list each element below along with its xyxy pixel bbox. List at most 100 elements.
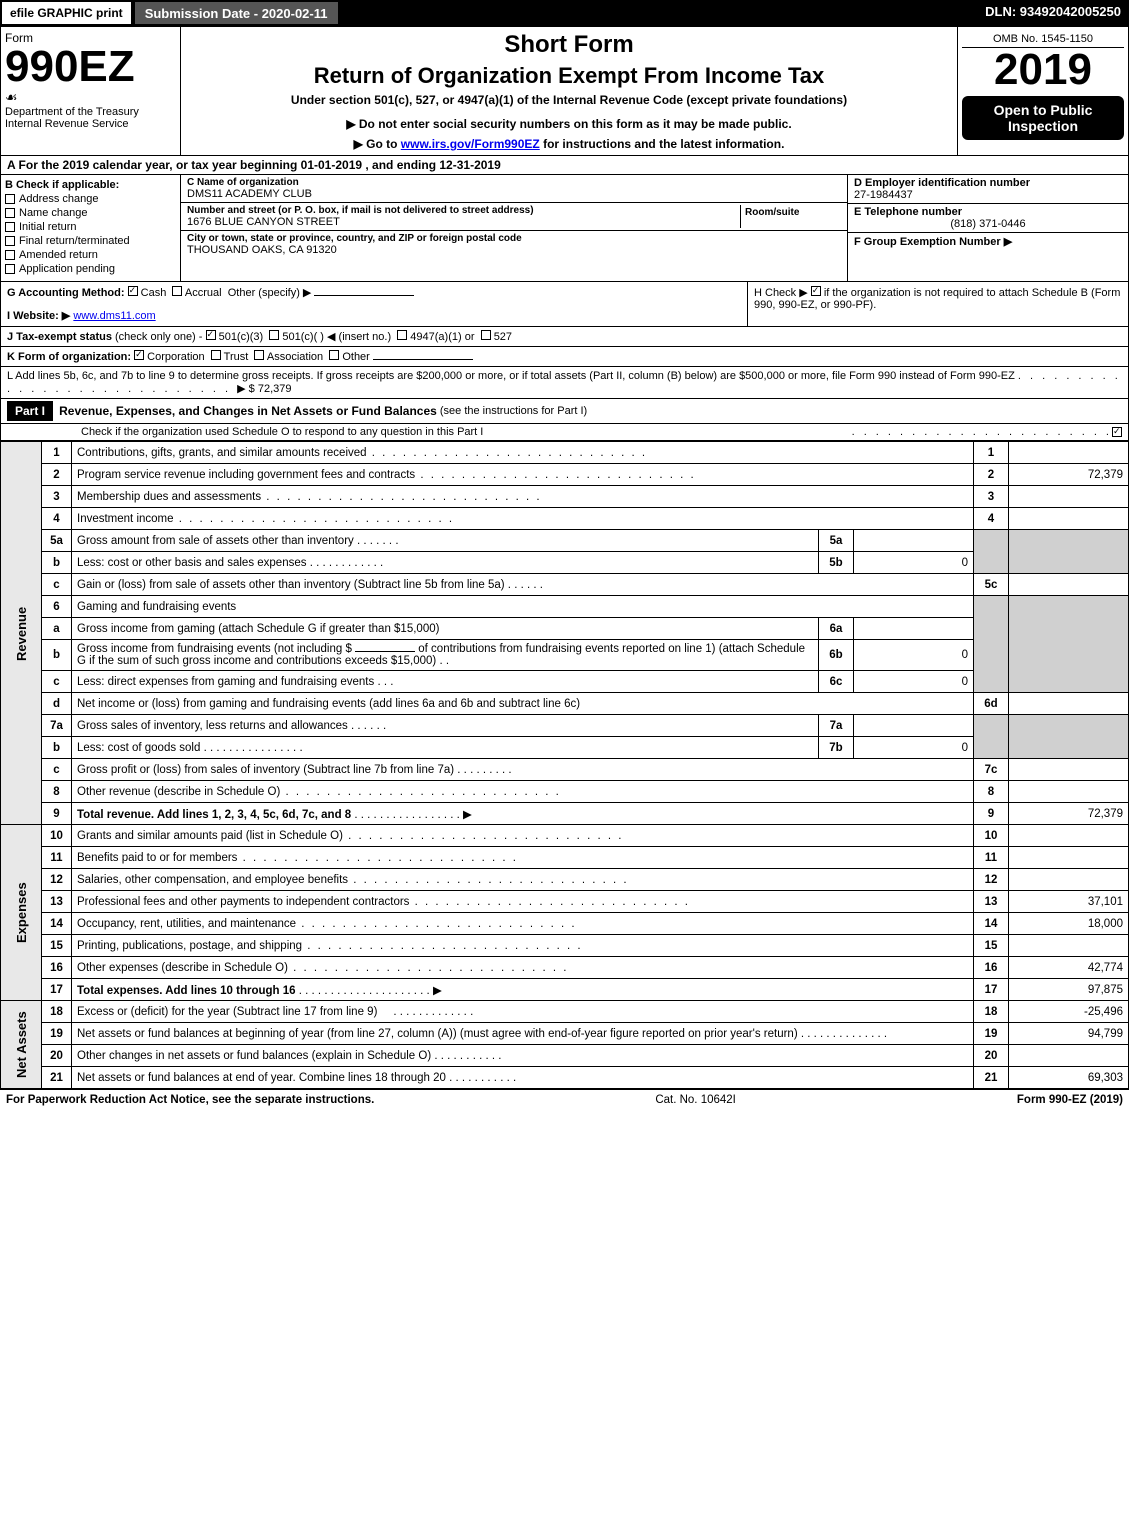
checkbox-4947[interactable]	[397, 330, 407, 340]
label-group-exemption: F Group Exemption Number ▶	[854, 235, 1122, 248]
submission-date: Submission Date - 2020-02-11	[133, 0, 340, 26]
part-1-check-row: Check if the organization used Schedule …	[0, 424, 1129, 441]
line-2-num: 2	[42, 464, 72, 486]
box-def: D Employer identification number 27-1984…	[848, 175, 1128, 281]
line-7a-ref: 7a	[819, 715, 854, 737]
line-6d-num: d	[42, 693, 72, 715]
line-21-ref: 21	[974, 1067, 1009, 1089]
efile-print-button[interactable]: efile GRAPHIC print	[0, 0, 133, 26]
line-17-ref: 17	[974, 979, 1009, 1001]
line-4-desc: Investment income	[77, 513, 174, 525]
website-link[interactable]: www.dms11.com	[73, 310, 155, 322]
label-room: Room/suite	[745, 207, 837, 218]
line-6d-desc: Net income or (loss) from gaming and fun…	[72, 693, 974, 715]
line-5b-amount: 0	[854, 552, 974, 574]
checkbox-application-pending[interactable]	[5, 264, 15, 274]
part-1-check-text: Check if the organization used Schedule …	[81, 426, 483, 438]
label-name-change: Name change	[19, 207, 88, 219]
checkbox-h[interactable]	[811, 286, 821, 296]
checkbox-schedule-o[interactable]	[1112, 427, 1122, 437]
label-final-return: Final return/terminated	[19, 235, 130, 247]
label-association: Association	[267, 351, 323, 363]
line-6-num: 6	[42, 596, 72, 618]
checkbox-cash[interactable]	[128, 286, 138, 296]
line-15-desc: Printing, publications, postage, and shi…	[77, 940, 302, 952]
checkbox-other-org[interactable]	[329, 350, 339, 360]
line-15-num: 15	[42, 935, 72, 957]
label-other-org: Other	[342, 351, 370, 363]
line-6c-desc: Less: direct expenses from gaming and fu…	[77, 676, 374, 688]
label-initial-return: Initial return	[19, 221, 76, 233]
checkbox-address-change[interactable]	[5, 194, 15, 204]
line-3-amount	[1009, 486, 1129, 508]
part-1-hint: (see the instructions for Part I)	[440, 405, 587, 417]
checkbox-amended-return[interactable]	[5, 250, 15, 260]
checkbox-initial-return[interactable]	[5, 222, 15, 232]
line-8-num: 8	[42, 781, 72, 803]
street-address: 1676 BLUE CANYON STREET	[187, 216, 740, 228]
l-text: L Add lines 5b, 6c, and 7b to line 9 to …	[7, 370, 1015, 382]
top-bar: efile GRAPHIC print Submission Date - 20…	[0, 0, 1129, 26]
label-4947: 4947(a)(1) or	[410, 331, 474, 343]
line-8-desc: Other revenue (describe in Schedule O)	[77, 786, 280, 798]
line-2-amount: 72,379	[1009, 464, 1129, 486]
title-return: Return of Organization Exempt From Incom…	[185, 63, 953, 89]
line-2-desc: Program service revenue including govern…	[77, 469, 415, 481]
line-6-desc: Gaming and fundraising events	[72, 596, 974, 618]
line-11-desc: Benefits paid to or for members	[77, 852, 237, 864]
line-5b-num: b	[42, 552, 72, 574]
line-5c-ref: 5c	[974, 574, 1009, 596]
checkbox-trust[interactable]	[211, 350, 221, 360]
box-c: C Name of organization DMS11 ACADEMY CLU…	[181, 175, 848, 281]
checkbox-association[interactable]	[254, 350, 264, 360]
checkbox-final-return[interactable]	[5, 236, 15, 246]
line-7b-amount: 0	[854, 737, 974, 759]
title-short-form: Short Form	[185, 31, 953, 59]
line-7a-amount	[854, 715, 974, 737]
box-g: G Accounting Method: Cash Accrual Other …	[7, 286, 741, 299]
checkbox-accrual[interactable]	[172, 286, 182, 296]
checkbox-corporation[interactable]	[134, 350, 144, 360]
line-17-desc: Total expenses. Add lines 10 through 16	[77, 985, 296, 997]
line-10-ref: 10	[974, 825, 1009, 847]
line-6a-desc: Gross income from gaming (attach Schedul…	[72, 618, 819, 640]
irs-link[interactable]: www.irs.gov/Form990EZ	[401, 137, 540, 151]
line-4-ref: 4	[974, 508, 1009, 530]
line-6d-ref: 6d	[974, 693, 1009, 715]
line-6d-amount	[1009, 693, 1129, 715]
box-i: I Website: ▶ www.dms11.com	[7, 309, 741, 322]
checkbox-527[interactable]	[481, 330, 491, 340]
line-6b-desc: Gross income from fundraising events (no…	[77, 643, 352, 655]
line-19-num: 19	[42, 1023, 72, 1045]
sidebar-net-assets: Net Assets	[1, 1001, 42, 1089]
line-12-amount	[1009, 869, 1129, 891]
line-21-amount: 69,303	[1009, 1067, 1129, 1089]
checkbox-501c[interactable]	[269, 330, 279, 340]
line-5c-num: c	[42, 574, 72, 596]
label-501c3: 501(c)(3)	[219, 331, 264, 343]
city-state-zip: THOUSAND OAKS, CA 91320	[187, 244, 841, 256]
dept-treasury: Department of the Treasury	[5, 106, 176, 118]
ein-value: 27-1984437	[854, 189, 1122, 201]
checkbox-501c3[interactable]	[206, 330, 216, 340]
h-check-label: H Check ▶	[754, 287, 808, 299]
line-9-desc: Total revenue. Add lines 1, 2, 3, 4, 5c,…	[77, 809, 351, 821]
line-9-amount: 72,379	[1009, 803, 1129, 825]
line-16-ref: 16	[974, 957, 1009, 979]
line-5a-desc: Gross amount from sale of assets other t…	[77, 535, 354, 547]
checkbox-name-change[interactable]	[5, 208, 15, 218]
line-10-num: 10	[42, 825, 72, 847]
line-16-amount: 42,774	[1009, 957, 1129, 979]
org-name: DMS11 ACADEMY CLUB	[187, 188, 841, 200]
line-6a-amount	[854, 618, 974, 640]
line-5c-amount	[1009, 574, 1129, 596]
line-17-amount: 97,875	[1009, 979, 1129, 1001]
footer-form-ref: Form 990-EZ (2019)	[1017, 1094, 1123, 1106]
line-11-num: 11	[42, 847, 72, 869]
line-14-desc: Occupancy, rent, utilities, and maintena…	[77, 918, 296, 930]
line-6a-ref: 6a	[819, 618, 854, 640]
line-18-ref: 18	[974, 1001, 1009, 1023]
line-13-desc: Professional fees and other payments to …	[77, 896, 409, 908]
line-12-desc: Salaries, other compensation, and employ…	[77, 874, 348, 886]
line-18-desc: Excess or (deficit) for the year (Subtra…	[77, 1006, 377, 1018]
